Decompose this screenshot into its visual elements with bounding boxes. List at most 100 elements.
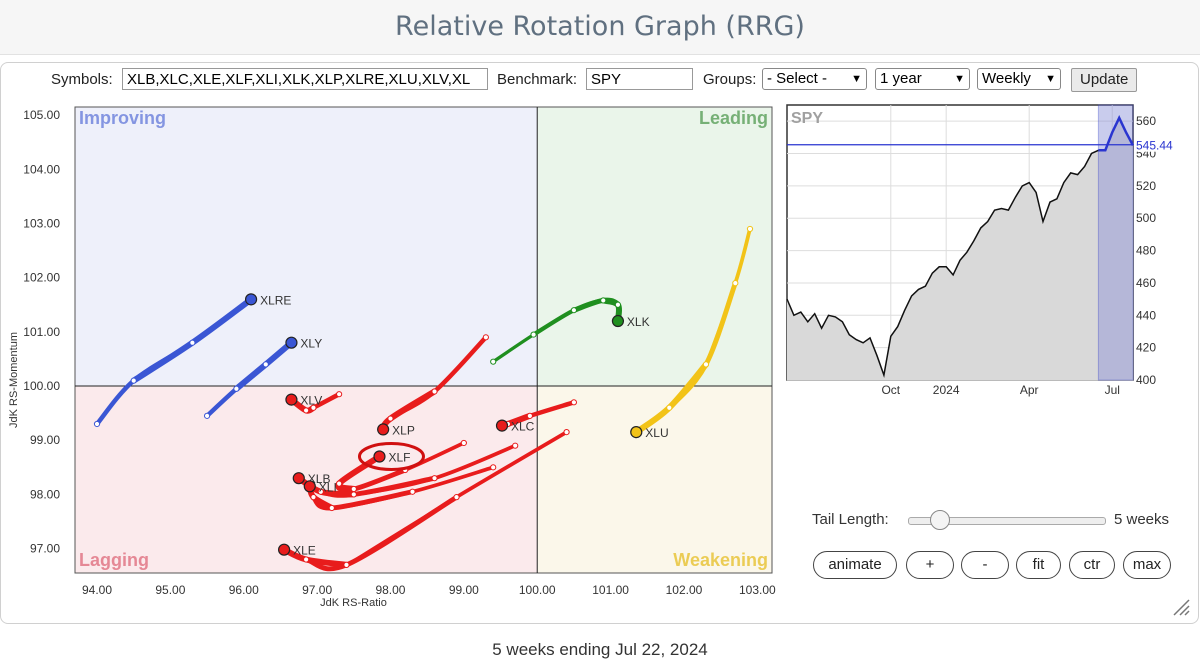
spy-x-tick-label: Oct — [881, 383, 900, 397]
y-tick-label: 105.00 — [23, 108, 60, 122]
spy-tail-window — [1097, 104, 1134, 381]
series-label: XLU — [645, 426, 668, 440]
x-tick-label: 96.00 — [229, 583, 259, 597]
spy-price-line-tail — [1098, 114, 1135, 152]
head-point — [292, 472, 305, 485]
spy-y-tick-label: 480 — [1136, 244, 1156, 258]
spy-area — [787, 117, 1133, 381]
tail-point — [530, 331, 537, 338]
series-xlv: XLV — [285, 391, 343, 414]
spy-y-tick-label: 560 — [1136, 114, 1156, 128]
benchmark-label: Benchmark: — [497, 71, 578, 88]
tail-length-label: Tail Length: — [812, 511, 889, 528]
animate-button[interactable]: animate — [813, 551, 897, 579]
quadrant-weakening — [537, 386, 772, 573]
x-tick-label: 97.00 — [302, 583, 332, 597]
series-label: XLV — [300, 394, 322, 408]
tail-length-slider[interactable] — [908, 517, 1106, 525]
max-button[interactable]: max — [1123, 551, 1171, 579]
series-label: XLRE — [260, 293, 291, 307]
footer-caption: 5 weeks ending Jul 22, 2024 — [492, 640, 708, 659]
tail-point — [512, 442, 519, 449]
rrg-chart[interactable]: Improving Leading Lagging Weakening 94.00 95.… — [8, 106, 776, 609]
series-xlu: XLU — [630, 225, 754, 440]
center-button[interactable]: ctr — [1069, 551, 1115, 579]
x-axis-label: JdK RS-Ratio — [320, 597, 387, 609]
y-tick-label: 101.00 — [23, 325, 60, 339]
tail-point — [343, 561, 350, 568]
groups-select[interactable]: - Select - ▼ — [762, 68, 867, 90]
spy-y-tick-label: 420 — [1136, 341, 1156, 355]
zoom-in-button[interactable]: + — [906, 551, 954, 579]
tail-point — [732, 280, 739, 287]
tail-point — [453, 494, 460, 501]
interval-select[interactable]: Weekly ▼ — [977, 68, 1061, 90]
head-point — [495, 419, 509, 432]
chevron-down-icon: ▼ — [851, 73, 862, 85]
tail-point — [431, 388, 438, 395]
series-xlk: XLK — [490, 297, 650, 365]
x-tick-label: 101.00 — [592, 583, 629, 597]
zoom-out-button[interactable]: - — [961, 551, 1009, 579]
x-tick-label: 103.00 — [739, 583, 776, 597]
y-tick-label: 97.00 — [30, 542, 60, 556]
tail-length-value: 5 weeks — [1114, 511, 1170, 528]
spy-y-tick-label: 460 — [1136, 276, 1156, 290]
quadrant-label-leading: Leading — [699, 108, 768, 128]
update-button[interactable]: Update — [1071, 68, 1138, 92]
head-point — [285, 336, 298, 349]
chevron-down-icon: ▼ — [954, 73, 965, 85]
tail-point — [563, 429, 570, 436]
tail-point — [490, 464, 497, 471]
groups-label: Groups: — [703, 71, 757, 88]
quadrant-label-weakening: Weakening — [673, 550, 768, 570]
tail-length-slider-handle[interactable] — [930, 510, 950, 530]
tail-point — [336, 391, 343, 398]
spy-price-line — [786, 149, 1099, 379]
tail-point — [409, 488, 416, 495]
spy-x-tick-label: Apr — [1020, 383, 1039, 397]
symbols-input[interactable] — [122, 68, 488, 90]
period-select[interactable]: 1 year ▼ — [875, 68, 970, 90]
tail-point — [328, 504, 335, 512]
tail-point — [526, 412, 533, 419]
period-select-value: 1 year — [880, 70, 922, 87]
plot-frame — [74, 106, 773, 574]
tail-point — [482, 334, 489, 341]
quadrant-leading — [537, 107, 772, 387]
y-tick-label: 102.00 — [23, 271, 60, 285]
tail-point — [303, 407, 310, 414]
head-point — [630, 426, 643, 439]
x-tick-label: 98.00 — [375, 583, 405, 597]
tail-point — [310, 404, 317, 411]
tail-point — [336, 480, 343, 487]
series-xlp: XLP — [377, 334, 489, 437]
tail-point — [600, 297, 607, 304]
x-tick-label: 95.00 — [155, 583, 185, 597]
tail-point — [350, 485, 357, 493]
spy-y-tick-label: 400 — [1136, 373, 1156, 387]
spy-y-tick-label: 520 — [1136, 179, 1156, 193]
quadrant-label-lagging: Lagging — [79, 550, 149, 570]
tail-point — [666, 404, 673, 411]
head-point — [303, 480, 316, 493]
series-label: XLI — [319, 480, 337, 494]
tail-point — [130, 377, 137, 384]
head-point — [244, 293, 258, 306]
benchmark-input[interactable] — [586, 68, 693, 90]
tail-point — [189, 339, 196, 346]
resize-handle-icon[interactable] — [1172, 598, 1190, 616]
x-tick-label: 100.00 — [519, 583, 556, 597]
page-title: Relative Rotation Graph (RRG) — [395, 11, 805, 42]
tail-point — [93, 420, 101, 428]
fit-button[interactable]: fit — [1016, 551, 1061, 579]
quadrant-label-improving: Improving — [79, 108, 166, 128]
tail-point — [614, 301, 622, 308]
head-point — [285, 393, 298, 406]
y-tick-label: 98.00 — [30, 487, 60, 501]
interval-select-value: Weekly — [982, 70, 1031, 87]
tail-point — [303, 556, 310, 563]
page-header: Relative Rotation Graph (RRG) — [0, 0, 1200, 55]
